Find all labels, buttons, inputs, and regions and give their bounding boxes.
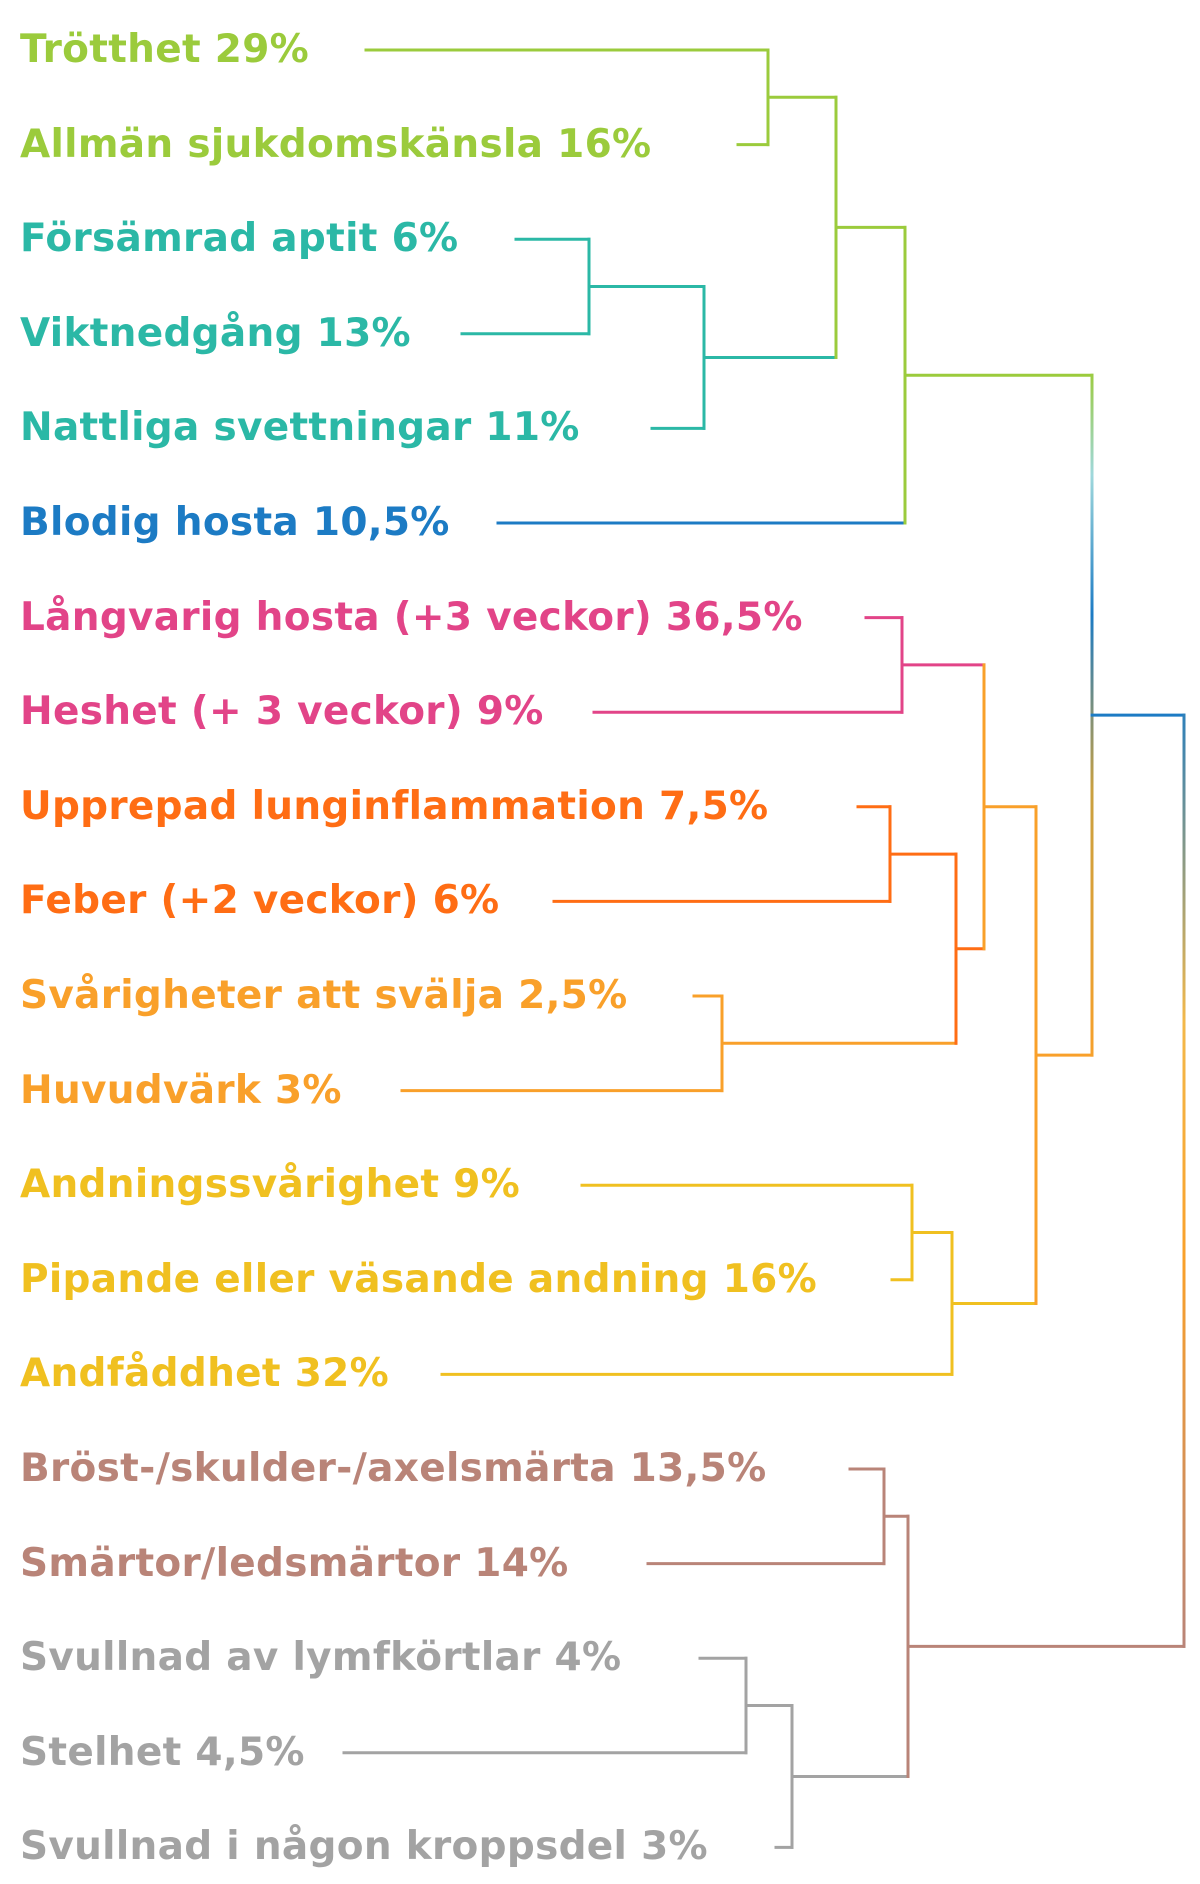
symptom-label: Försämrad aptit 6%	[20, 216, 459, 262]
symptom-label: Andningssvårighet 9%	[20, 1162, 521, 1208]
symptom-label: Pipande eller väsande andning 16%	[20, 1256, 817, 1302]
symptom-label: Trötthet 29%	[20, 27, 310, 72]
symptom-label: Svullnad i någon kroppsdel 3%	[20, 1824, 708, 1870]
symptom-label: Nattliga svettningar 11%	[20, 405, 580, 451]
symptom-label: Smärtor/ledsmärtor 14%	[20, 1540, 569, 1586]
symptom-label: Stelhet 4,5%	[20, 1729, 305, 1775]
symptom-label: Blodig hosta 10,5%	[20, 500, 450, 545]
symptom-label: Allmän sjukdomskänsla 16%	[20, 121, 652, 167]
symptom-label: Bröst-/skulder-/axelsmärta 13,5%	[20, 1446, 767, 1491]
symptom-label: Andfåddhet 32%	[20, 1351, 389, 1397]
symptom-label: Långvarig hosta (+3 veckor) 36,5%	[20, 594, 803, 640]
symptom-label: Viktnedgång 13%	[20, 310, 411, 356]
symptom-label: Svårigheter att svälja 2,5%	[20, 973, 628, 1018]
symptom-label: Svullnad av lymfkörtlar 4%	[20, 1635, 622, 1681]
symptom-label: Feber (+2 veckor) 6%	[20, 878, 500, 924]
symptom-label: Upprepad lunginflammation 7,5%	[20, 783, 769, 829]
symptom-label: Heshet (+ 3 veckor) 9%	[20, 689, 544, 735]
symptom-label: Huvudvärk 3%	[20, 1067, 342, 1113]
